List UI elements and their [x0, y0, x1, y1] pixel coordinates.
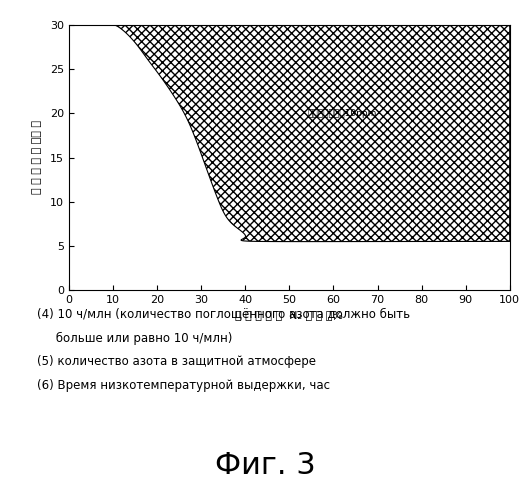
Text: Фиг. 3: Фиг. 3 — [215, 451, 316, 480]
Polygon shape — [113, 25, 510, 242]
Text: 吸氮量大于等于10ppm: 吸氮量大于等于10ppm — [307, 109, 377, 118]
Text: (6) Время низкотемпературной выдержки, час: (6) Время низкотемпературной выдержки, ч… — [37, 380, 330, 392]
X-axis label: 保 护 气 氛 中  N₂ 比 例 ，%: 保 护 气 氛 中 N₂ 比 例 ，% — [235, 310, 344, 320]
Text: (4) 10 ч/млн (количество поглощённого азота должно быть: (4) 10 ч/млн (количество поглощённого аз… — [37, 308, 410, 320]
Y-axis label: 低 保 温 时 间 ，小 时: 低 保 温 时 间 ，小 时 — [32, 120, 42, 194]
Text: (5) количество азота в защитной атмосфере: (5) количество азота в защитной атмосфер… — [37, 356, 316, 368]
Text: больше или равно 10 ч/млн): больше или равно 10 ч/млн) — [37, 332, 233, 344]
